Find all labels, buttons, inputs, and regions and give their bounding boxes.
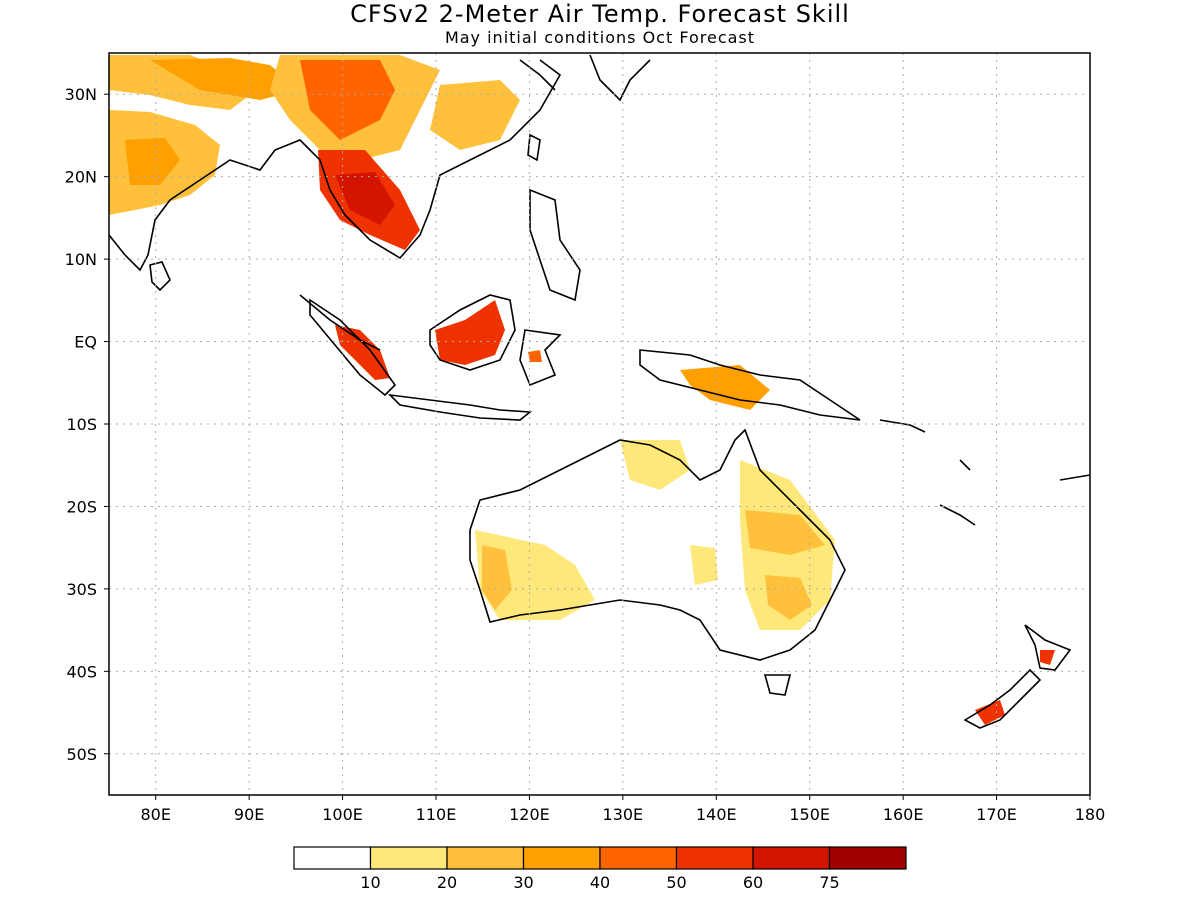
coast-sumatra bbox=[309, 298, 397, 397]
coast-nz-south bbox=[963, 668, 1042, 729]
lon-tick-label: 180 bbox=[1075, 805, 1106, 824]
coast-sri-lanka bbox=[149, 261, 171, 292]
coast-java bbox=[387, 393, 533, 421]
colorbar-swatch bbox=[369, 846, 448, 870]
lon-tick-label: 140E bbox=[696, 805, 737, 824]
coast-australia bbox=[469, 428, 846, 661]
shade-tibet bbox=[150, 58, 300, 100]
coast-borneo bbox=[429, 294, 516, 371]
coast-sulawesi bbox=[519, 329, 562, 387]
lat-tick-label: EQ bbox=[74, 333, 97, 352]
coast-pacific-islands bbox=[879, 419, 1090, 526]
shade-sulawesi bbox=[528, 350, 542, 362]
coast-tasmania bbox=[763, 674, 792, 696]
lat-tick-label: 50S bbox=[66, 745, 97, 764]
shade-aus-east-core bbox=[745, 510, 825, 555]
coast-taiwan bbox=[527, 133, 541, 162]
lon-tick-label: 170E bbox=[976, 805, 1017, 824]
colorbar-swatch bbox=[522, 846, 601, 870]
colorbar-label: 50 bbox=[666, 873, 686, 892]
lat-tick-labels: 30N 20N 10N EQ 10S 20S 30S 40S 50S bbox=[65, 85, 109, 764]
colorbar-swatch bbox=[752, 846, 831, 870]
lon-tick-label: 100E bbox=[322, 805, 363, 824]
lat-tick-label: 40S bbox=[66, 662, 97, 681]
colorbar-label: 75 bbox=[819, 873, 839, 892]
lon-tick-label: 160E bbox=[883, 805, 924, 824]
shade-new-guinea bbox=[680, 365, 770, 410]
colorbar-swatch bbox=[675, 846, 754, 870]
shade-aus-north bbox=[620, 440, 690, 490]
colorbar: 10 20 30 40 50 60 75 bbox=[293, 846, 907, 892]
colorbar-swatch bbox=[599, 846, 678, 870]
lon-tick-label: 130E bbox=[603, 805, 644, 824]
chart-title: CFSv2 2-Meter Air Temp. Forecast Skill bbox=[350, 0, 850, 28]
lat-tick-label: 30S bbox=[66, 580, 97, 599]
coast-nz-north bbox=[1024, 624, 1072, 671]
shade-aus-west-core bbox=[482, 545, 512, 610]
colorbar-swatch bbox=[446, 846, 525, 870]
shade-china-east bbox=[430, 80, 520, 150]
colorbar-swatch bbox=[293, 846, 372, 870]
lat-tick-label: 20N bbox=[65, 168, 97, 187]
chart-subtitle: May initial conditions Oct Forecast bbox=[444, 28, 756, 47]
coast-india bbox=[109, 59, 562, 272]
coast-malay bbox=[299, 294, 381, 351]
shade-china-core bbox=[300, 60, 395, 140]
lon-tick-label: 80E bbox=[140, 805, 170, 824]
lat-tick-label: 20S bbox=[66, 497, 97, 516]
shade-aus-central bbox=[690, 545, 718, 585]
lat-tick-label: 30N bbox=[65, 85, 97, 104]
colorbar-label: 20 bbox=[437, 873, 457, 892]
coast-new-guinea bbox=[639, 349, 861, 421]
lat-tick-label: 10N bbox=[65, 250, 97, 269]
shade-nz-south bbox=[975, 700, 1005, 725]
lon-tick-label: 110E bbox=[416, 805, 457, 824]
lon-tick-label: 150E bbox=[789, 805, 830, 824]
shade-borneo bbox=[435, 300, 505, 365]
coast-japan-korea bbox=[519, 54, 651, 102]
lat-tick-label: 10S bbox=[66, 415, 97, 434]
colorbar-label: 10 bbox=[360, 873, 380, 892]
shade-sumatra bbox=[335, 325, 390, 380]
colorbar-swatch bbox=[828, 846, 907, 870]
lon-tick-label: 90E bbox=[234, 805, 264, 824]
coast-philippines bbox=[529, 188, 581, 302]
lon-tick-labels: 80E 90E 100E 110E 120E 130E 140E 150E 160E 170E 18… bbox=[140, 795, 1105, 824]
shade-india-core bbox=[125, 138, 180, 185]
shade-nz-north bbox=[1040, 650, 1055, 665]
colorbar-label: 30 bbox=[513, 873, 533, 892]
lon-tick-label: 120E bbox=[509, 805, 550, 824]
colorbar-label: 60 bbox=[743, 873, 763, 892]
shade-indochina-core bbox=[335, 172, 395, 225]
coastlines bbox=[109, 54, 1090, 729]
shading-layer bbox=[109, 55, 1055, 725]
gridlines bbox=[109, 53, 1090, 795]
shade-aus-se bbox=[765, 575, 812, 620]
colorbar-label: 40 bbox=[590, 873, 610, 892]
